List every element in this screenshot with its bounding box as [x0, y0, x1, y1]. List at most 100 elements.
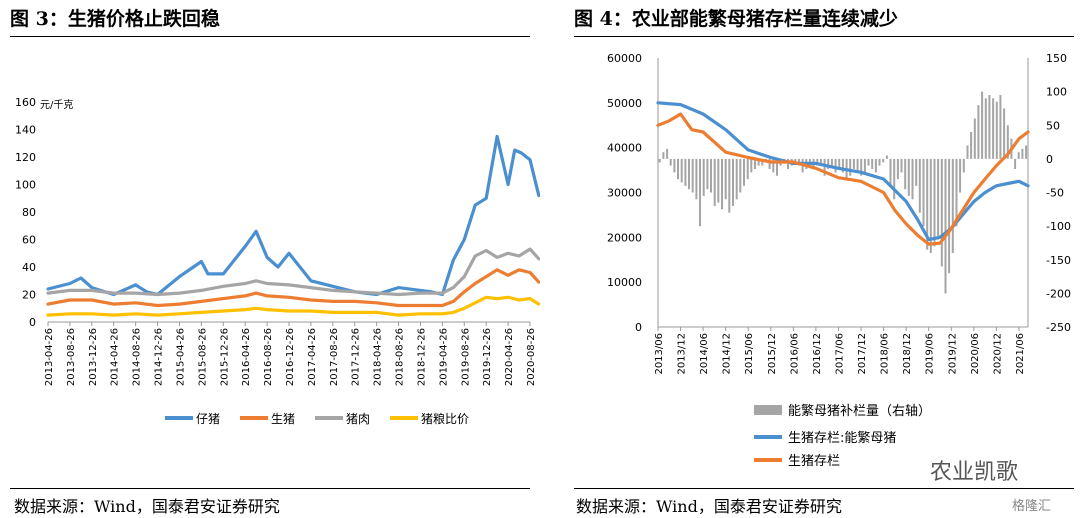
bar	[717, 158, 720, 203]
bar	[699, 158, 702, 227]
bar	[951, 158, 954, 253]
bar	[867, 158, 870, 166]
bar	[669, 158, 672, 166]
bar	[680, 158, 683, 183]
brand-logo: 格隆汇	[1012, 499, 1052, 514]
bar	[1006, 125, 1009, 159]
bar	[900, 158, 903, 173]
x-tick-label: 2016-04-26	[241, 328, 252, 386]
legend-label-生猪: 生猪	[271, 412, 295, 426]
bar	[658, 158, 661, 163]
legend-label-仔猪: 仔猪	[196, 412, 220, 426]
bar	[713, 158, 716, 206]
right-y-tick-label: 50	[1046, 119, 1060, 132]
y-tick-label: 80	[22, 206, 36, 219]
bar	[860, 158, 863, 176]
bar	[746, 158, 749, 180]
bar	[743, 158, 746, 186]
bar	[871, 158, 874, 169]
x-tick-label: 2017-12-26	[351, 328, 362, 386]
left-y-tick-label: 40000	[607, 142, 642, 155]
bar	[662, 152, 665, 159]
bar	[761, 158, 764, 166]
x-tick-label: 2020-08-26	[526, 328, 537, 386]
right-y-tick-label: 0	[1046, 153, 1053, 166]
right-source: 数据来源：Wind，国泰君安证券研究	[576, 497, 842, 516]
bar	[992, 98, 995, 159]
y-tick-label: 40	[22, 261, 36, 274]
bar	[1017, 152, 1020, 159]
left-figure-title: 图 3：生猪价格止跌回稳	[10, 8, 220, 30]
x-tick-label: 2019/12	[947, 333, 958, 375]
bar	[856, 158, 859, 173]
bar	[834, 158, 837, 173]
x-tick-label: 2015-12-26	[219, 328, 230, 386]
right-y-tick-label: -150	[1046, 254, 1071, 267]
bar	[981, 91, 984, 159]
bar	[750, 158, 753, 173]
x-tick-label: 2019-08-26	[460, 328, 471, 386]
legend-label-生猪存栏: 生猪存栏	[788, 454, 840, 469]
left-source: 数据来源：Wind，国泰君安证券研究	[14, 497, 280, 516]
bar	[838, 158, 841, 169]
legend-label-猪肉: 猪肉	[346, 412, 370, 426]
series-line-猪肉	[46, 247, 540, 297]
x-tick-label: 2016-08-26	[263, 328, 274, 386]
y-tick-label: 160	[15, 96, 36, 109]
right-y-tick-label: -50	[1046, 187, 1064, 200]
left-y-tick-label: 60000	[607, 52, 642, 65]
bar	[896, 158, 899, 180]
x-tick-label: 2017-04-26	[307, 328, 318, 386]
bar	[768, 158, 771, 169]
right-y-tick-label: -250	[1046, 321, 1071, 334]
bar	[962, 158, 965, 173]
bar	[933, 158, 936, 247]
legend-swatch-bars	[754, 405, 782, 415]
bar	[721, 158, 724, 210]
x-tick-label: 2019-04-26	[438, 328, 449, 386]
x-tick-label: 2014-12-26	[154, 328, 165, 386]
bar	[893, 158, 896, 200]
bar	[852, 158, 855, 169]
bar	[988, 95, 991, 159]
bar	[1003, 108, 1006, 159]
right-y-tick-label: 100	[1046, 86, 1067, 99]
x-tick-label: 2015/06	[744, 333, 755, 375]
bar	[827, 158, 830, 169]
right-figure: 图 4：农业部能繁母猪存栏量连续减少 0 10000 20000 30000 40000…	[562, 0, 1080, 518]
bar	[955, 158, 958, 227]
bar	[995, 101, 998, 159]
left-source-rule	[10, 488, 530, 489]
right-chart: 0 10000 20000 30000 40000 50000 60000 -250 -200 -…	[607, 52, 1071, 469]
bar	[728, 158, 731, 213]
bar	[819, 158, 822, 166]
left-chart: 元/千克 0 20 40 60 80 100 120 140 160 2013-04-26 2013-…	[15, 96, 540, 426]
right-y-tick-label: -200	[1046, 287, 1071, 300]
x-tick-label: 2013/06	[654, 333, 665, 375]
x-tick-label: 2013/12	[677, 333, 688, 375]
bar	[849, 158, 852, 176]
bar	[918, 158, 921, 213]
bar	[776, 158, 779, 176]
bar	[915, 158, 918, 186]
bar	[904, 158, 907, 190]
left-title-rule	[10, 36, 530, 37]
bar	[757, 158, 760, 166]
y-tick-label: 100	[15, 179, 36, 192]
bar	[673, 158, 676, 173]
x-tick-label: 2017/06	[834, 333, 845, 375]
bar	[710, 158, 713, 193]
series-line-生猪	[46, 268, 540, 308]
bar	[666, 148, 669, 159]
bar	[907, 158, 910, 196]
bar	[830, 158, 833, 166]
series-line-仔猪	[46, 134, 540, 297]
x-tick-label: 2019/06	[925, 333, 936, 375]
left-y-tick-label: 20000	[607, 231, 642, 244]
unit-label: 元/千克	[40, 99, 73, 111]
x-tick-label: 2020/06	[970, 333, 981, 375]
y-tick-label: 120	[15, 151, 36, 164]
watermark-text: 农业凯歌	[930, 460, 1019, 485]
bar	[739, 158, 742, 193]
x-tick-label: 2021/06	[1015, 333, 1026, 375]
